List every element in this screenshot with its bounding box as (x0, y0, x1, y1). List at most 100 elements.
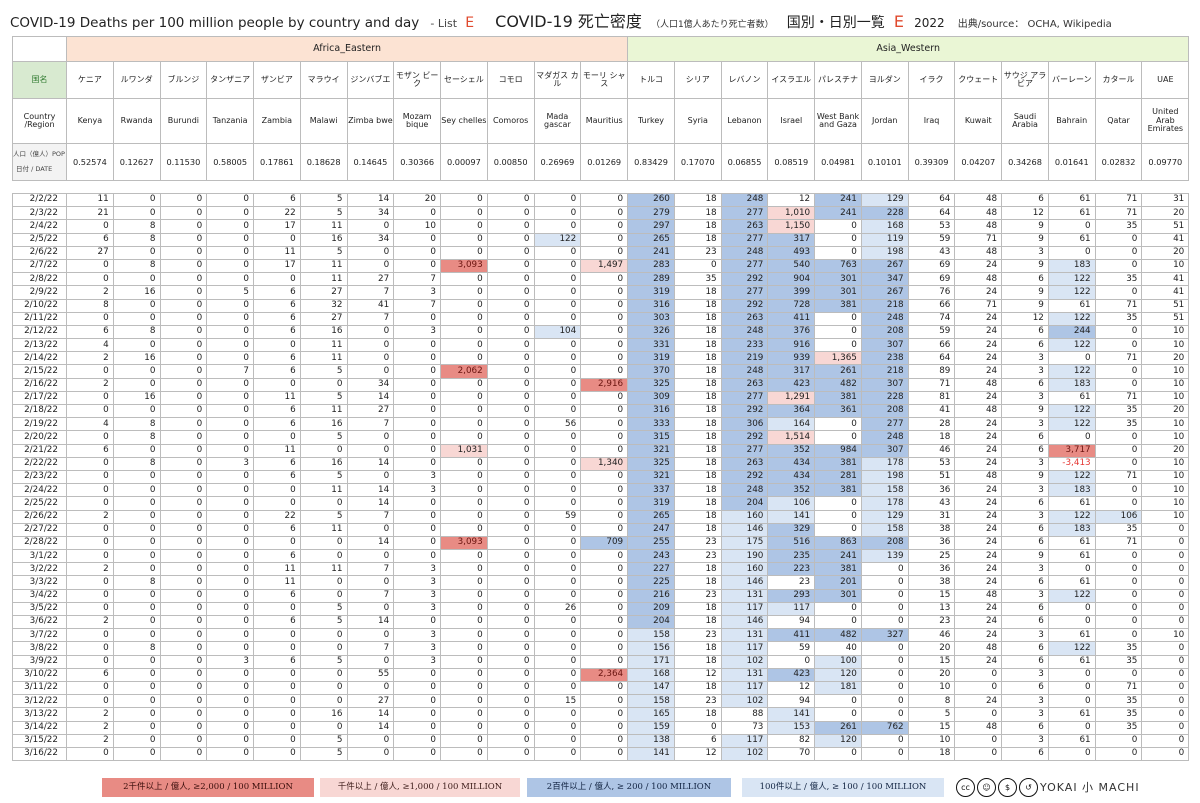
table-row: 2/23/22 0 0 0 0 6 5 0 3 0 0 0 0 321 18 292 434 281 198 51 48… (12, 469, 1190, 485)
value-cell: 0 (533, 680, 582, 696)
value-cell: 9 (1001, 219, 1049, 234)
value-cell: 0 (533, 456, 582, 471)
value-cell: 306 (720, 417, 769, 432)
value-cell: 7 (346, 311, 395, 326)
value-cell: 6 (253, 192, 301, 208)
value-cell: 6 (1001, 654, 1049, 669)
value-cell: 0 (580, 272, 629, 287)
value-cell: 31 (907, 509, 956, 524)
value-cell: 0 (440, 694, 488, 709)
value-cell: 0 (299, 667, 348, 682)
value-cell: 0 (393, 614, 441, 630)
value-cell: 0 (159, 509, 208, 524)
value-cell: 24 (954, 562, 1003, 577)
value-cell: 0 (159, 654, 208, 669)
table-row: 2/18/22 0 0 0 0 6 11 27 0 0 0 0 0 316 18 292 364 361 208 41… (12, 403, 1190, 419)
value-cell: 0 (66, 469, 114, 485)
value-cell: 35 (1094, 522, 1143, 537)
value-cell: 208 (860, 535, 909, 551)
value-cell: 2 (66, 509, 114, 524)
country-name-en: Turkey (627, 98, 675, 144)
value-cell: 0 (66, 680, 114, 696)
table-row: 2/8/22 0 0 0 0 0 11 27 7 0 0 0 0 289 35 292 904 301 347 69 4… (12, 272, 1190, 287)
value-cell: 8 (112, 417, 161, 432)
value-cell: 0 (206, 522, 254, 537)
value-cell: 3 (393, 575, 441, 590)
value-cell: 0 (112, 469, 161, 485)
value-cell: 423 (767, 377, 816, 392)
value-cell: 20 (907, 667, 956, 682)
value-cell: 24 (954, 614, 1003, 630)
value-cell: 0 (66, 654, 114, 669)
value-cell: 381 (814, 483, 862, 498)
value-cell: 71 (1094, 351, 1143, 366)
value-cell: 0 (159, 469, 208, 485)
value-cell: 227 (627, 562, 675, 577)
value-cell: 10 (1141, 258, 1190, 274)
value-cell: 0 (206, 430, 254, 445)
value-cell: 0 (1094, 338, 1143, 353)
value-cell: 301 (814, 588, 862, 603)
value-cell: 48 (954, 245, 1003, 260)
value-cell: 0 (112, 298, 161, 313)
value-cell: 0 (159, 680, 208, 696)
value-cell: 34 (346, 206, 395, 221)
value-cell: 0 (580, 483, 629, 498)
value-cell: 120 (814, 733, 862, 748)
cc-icon: cc (956, 778, 975, 797)
value-cell: 0 (580, 232, 629, 247)
table-row: 3/7/22 0 0 0 0 0 0 0 3 0 0 0 0 158 23 131 411 482 327 46 24 3… (12, 628, 1190, 643)
page-header: COVID-19 Deaths per 100 million people b… (10, 8, 1190, 32)
value-cell: 48 (954, 403, 1003, 419)
value-cell: 0 (393, 351, 441, 366)
value-cell: 0 (1094, 549, 1143, 564)
value-cell: 0 (206, 272, 254, 287)
population-value: 0.01641 (1047, 143, 1096, 181)
value-cell: 263 (720, 456, 769, 471)
value-cell: 0 (253, 272, 301, 287)
value-cell: 0 (1047, 430, 1096, 445)
value-cell: 18 (907, 430, 956, 445)
value-cell: 3 (393, 483, 441, 498)
population-value: 0.01269 (580, 143, 629, 181)
value-cell: 381 (814, 298, 862, 313)
date-cell: 2/4/22 (12, 219, 67, 234)
value-cell: 23 (907, 614, 956, 630)
value-cell: 434 (767, 456, 816, 471)
value-cell: 81 (907, 390, 956, 406)
value-cell: 381 (814, 562, 862, 577)
table-row: 2/20/22 0 8 0 0 0 5 0 0 0 0 0 0 315 18 292 1,514 0 248 18 24… (12, 430, 1190, 445)
value-cell: 66 (907, 338, 956, 353)
value-cell: 6 (1001, 430, 1049, 445)
value-cell: 18 (673, 509, 722, 524)
value-cell: 159 (627, 720, 675, 735)
value-cell: 0 (346, 733, 395, 748)
value-cell: 61 (1047, 535, 1096, 551)
value-cell: 0 (1094, 575, 1143, 590)
value-cell: 0 (159, 219, 208, 234)
value-cell: 709 (580, 535, 629, 551)
value-cell: 0 (533, 654, 582, 669)
value-cell: 0 (533, 206, 582, 221)
value-cell: 0 (533, 535, 582, 551)
value-cell: 129 (860, 192, 909, 208)
country-name-en: Zambia (253, 98, 301, 144)
value-cell: 0 (393, 746, 441, 762)
country-name-en: Mauritius (580, 98, 629, 144)
country-name-en: Burundi (159, 98, 208, 144)
value-cell: 24 (954, 575, 1003, 590)
value-cell: 0 (159, 364, 208, 379)
value-cell: 0 (1141, 641, 1190, 656)
value-cell: 0 (954, 707, 1003, 722)
value-cell: 6 (253, 351, 301, 366)
value-cell: 0 (580, 588, 629, 603)
value-cell: 265 (627, 509, 675, 524)
value-cell: 0 (159, 522, 208, 537)
value-cell: 61 (1047, 232, 1096, 247)
table-row: 3/12/22 0 0 0 0 0 0 27 0 0 0 15 0 158 23 102 94 0 0 8 24 3 0 35… (12, 694, 1190, 709)
value-cell: 6 (253, 588, 301, 603)
value-cell: 146 (720, 522, 769, 537)
value-cell: 0 (580, 390, 629, 406)
list-letter: E (465, 15, 475, 31)
value-cell: 248 (720, 364, 769, 379)
